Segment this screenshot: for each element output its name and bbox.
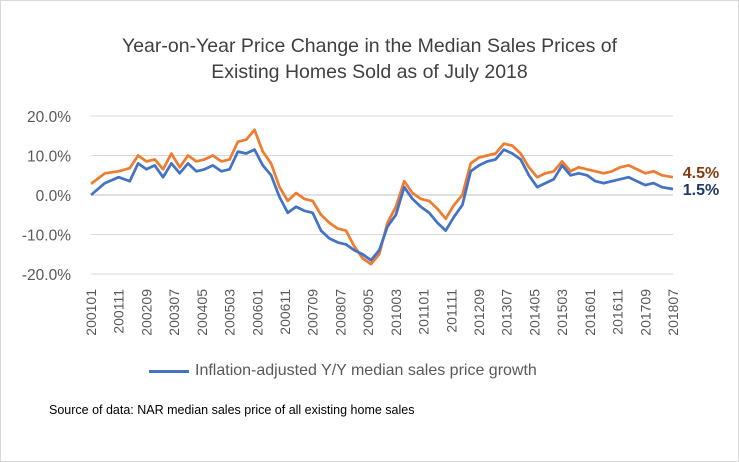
source-note: Source of data: NAR median sales price o… <box>49 403 415 417</box>
series-end-label-1: 1.5% <box>683 182 719 199</box>
x-tick-label: 201405 <box>526 289 542 336</box>
chart-title-line-1: Year-on-Year Price Change in the Median … <box>121 35 617 57</box>
x-tick-label: 200601 <box>249 289 265 336</box>
y-tick-label: 0.0% <box>36 188 72 205</box>
series-line-1 <box>90 148 674 262</box>
legend-swatch-inflation-adjusted <box>149 369 189 373</box>
y-tick-label: -20.0% <box>22 267 71 284</box>
x-tick-label: 200101 <box>83 289 99 336</box>
x-tick-label: 200905 <box>360 289 376 336</box>
x-tick-label: 201111 <box>443 289 459 333</box>
y-tick-label: 10.0% <box>27 149 71 166</box>
chart-title-line-2: Existing Homes Sold as of July 2018 <box>211 61 528 83</box>
x-tick-label: 200111 <box>111 289 127 334</box>
y-tick-label: 20.0% <box>27 109 71 126</box>
chart-legend: Inflation-adjusted Y/Y median sales pric… <box>149 359 537 383</box>
x-tick-label: 201307 <box>499 289 515 336</box>
x-tick-label: 201601 <box>582 289 598 336</box>
x-tick-label: 201503 <box>554 289 570 336</box>
series-line-0 <box>90 128 674 266</box>
x-tick-label: 201209 <box>471 289 487 336</box>
x-tick-label: 200611 <box>277 289 293 335</box>
x-tick-label: 201003 <box>388 289 404 336</box>
x-tick-label: 200807 <box>332 289 348 336</box>
x-tick-label: 200307 <box>166 289 182 336</box>
series-end-label-0: 4.5% <box>683 165 719 182</box>
x-tick-label: 201807 <box>665 289 681 336</box>
legend-label-inflation-adjusted: Inflation-adjusted Y/Y median sales pric… <box>195 362 537 379</box>
x-tick-label: 201101 <box>416 289 432 335</box>
x-tick-label: 201611 <box>610 289 626 335</box>
y-tick-label: -10.0% <box>22 228 71 245</box>
x-tick-label: 200405 <box>194 289 210 336</box>
x-tick-label: 201709 <box>637 289 653 336</box>
x-tick-label: 200503 <box>222 289 238 336</box>
x-tick-label: 200709 <box>305 289 321 336</box>
x-tick-label: 200209 <box>138 289 154 336</box>
